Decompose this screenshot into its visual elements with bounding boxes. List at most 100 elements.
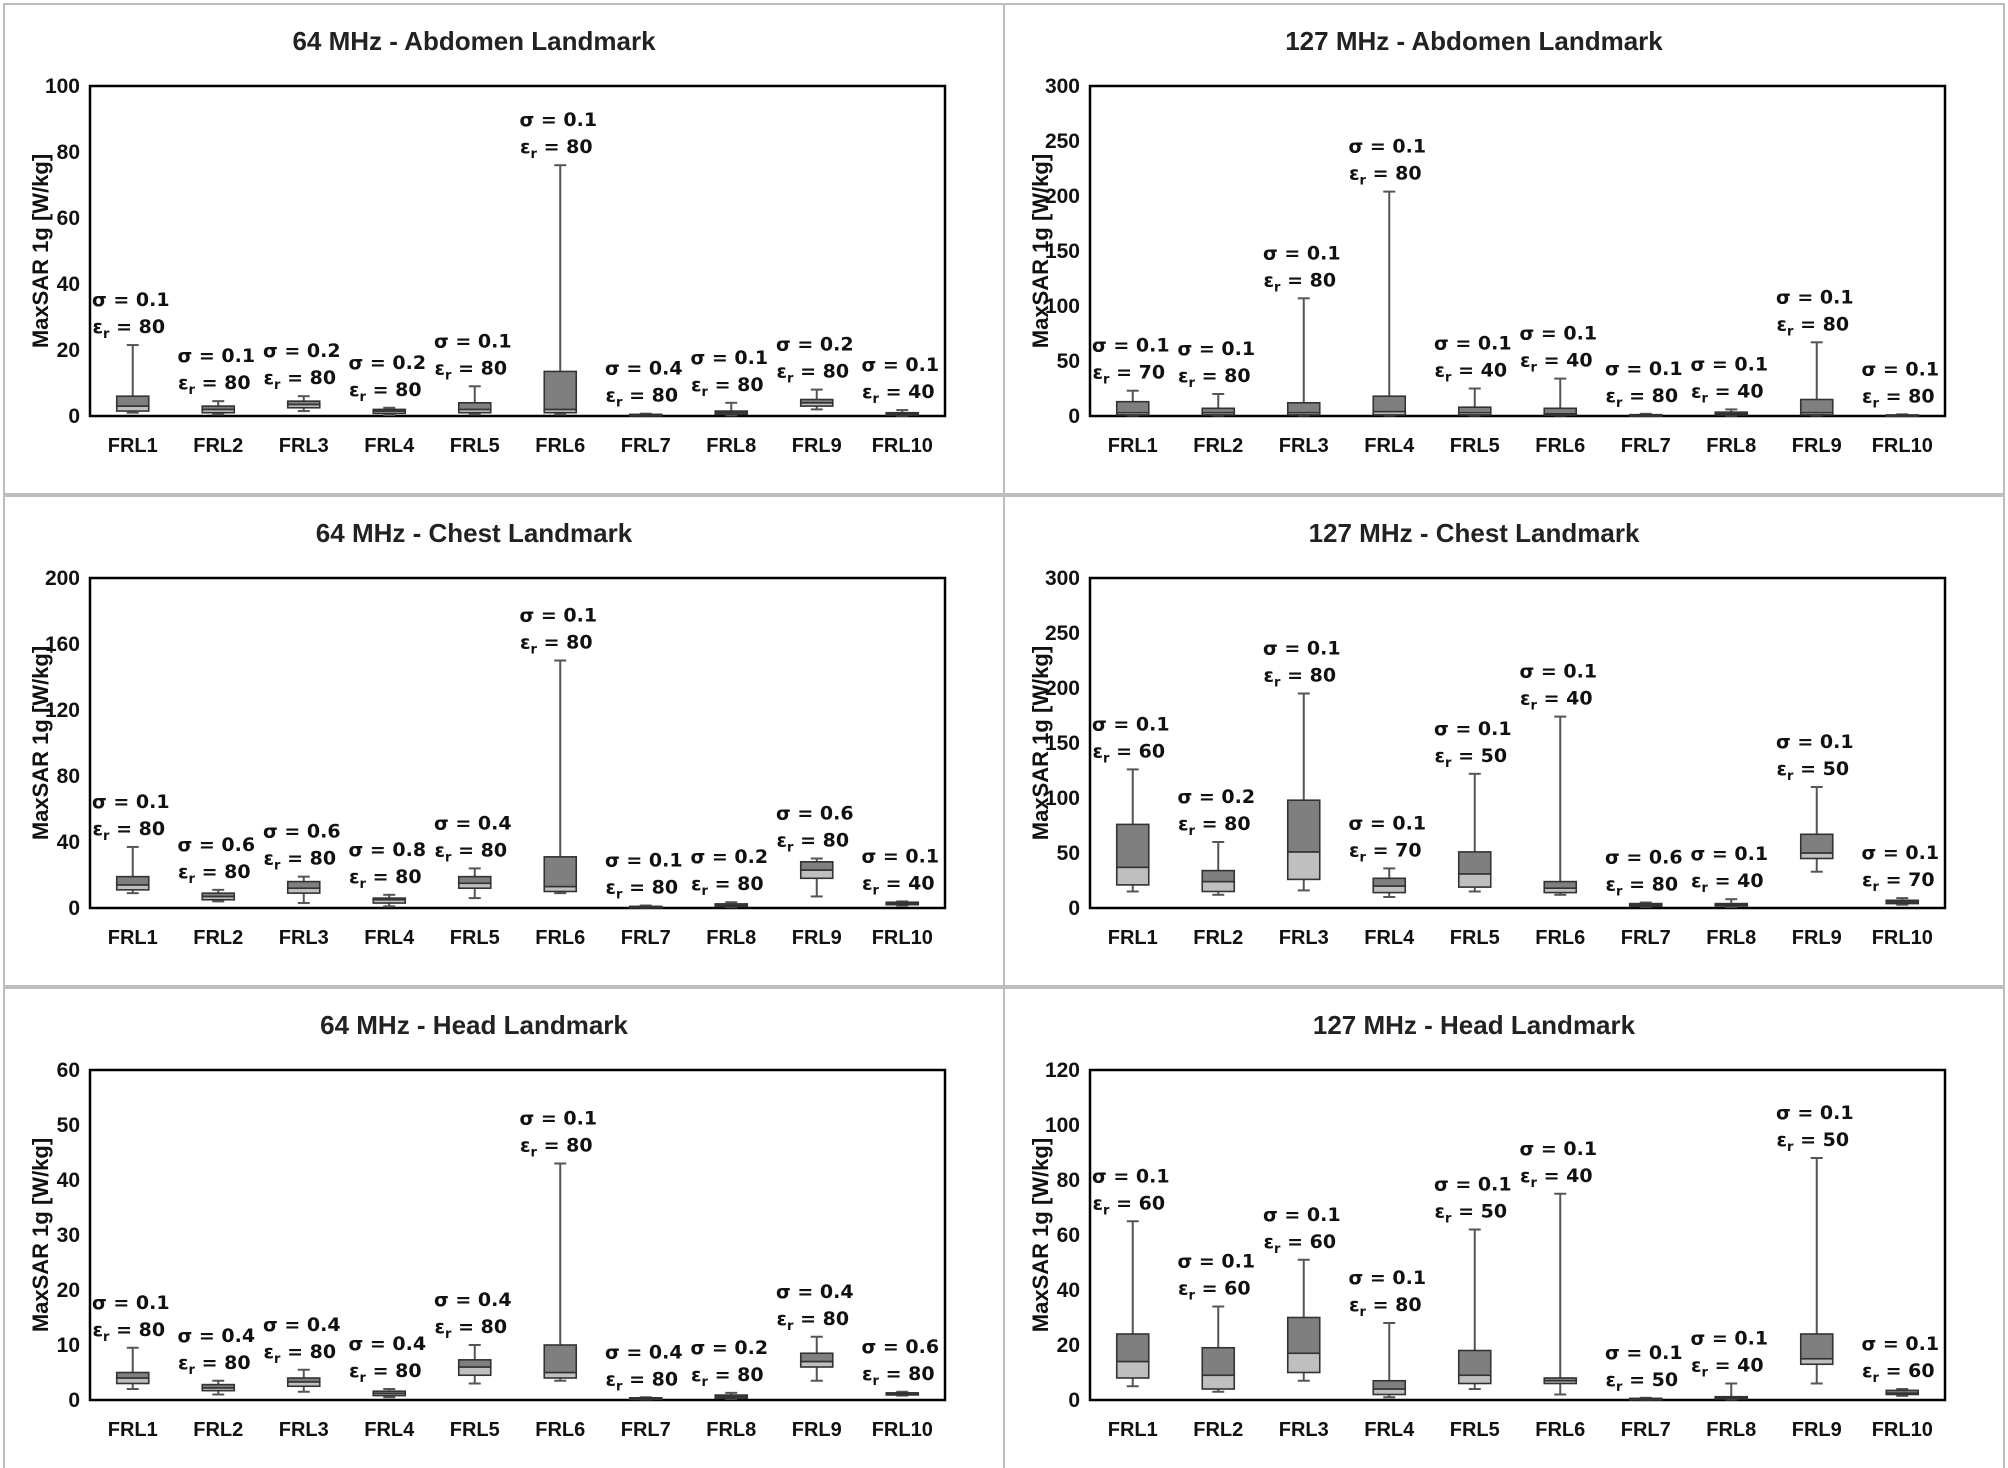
y-tick-label: 50 [1057,842,1080,865]
upper-box [799,1352,834,1363]
x-tick-label: FRL5 [1450,927,1500,949]
sigma-annotation: σ = 0.6 [776,803,854,825]
upper-box [543,1344,578,1374]
eps-annotation: εr = 60 [1263,1231,1336,1257]
lower-box [1286,851,1321,881]
y-tick-label: 50 [57,1114,80,1137]
y-tick-label: 20 [57,339,80,362]
eps-annotation: εr = 50 [1776,1129,1849,1155]
y-tick-label: 160 [45,633,80,656]
x-tick-label: FRL9 [792,1419,842,1441]
upper-box [1628,413,1663,417]
box-plot-frl2: εr = 80 σ = 0.6 [177,834,255,903]
x-tick-label: FRL1 [108,435,158,457]
y-tick-label: 0 [1068,1389,1080,1412]
chart-panel: 64 MHz - Abdomen Landmark MaxSAR 1g [W/kg… [3,3,1005,495]
eps-annotation: εr = 80 [1178,813,1251,839]
sigma-annotation: σ = 0.1 [861,845,939,867]
sigma-annotation: σ = 0.1 [1348,136,1426,158]
upper-box [372,897,407,901]
sigma-annotation: σ = 0.1 [1605,358,1683,380]
sigma-annotation: σ = 0.4 [605,1341,683,1363]
lower-box [457,1366,492,1377]
eps-annotation: εr = 80 [520,632,593,658]
box-plot-frl7: εr = 50 σ = 0.1 [1605,1342,1683,1401]
eps-annotation: εr = 80 [92,818,165,844]
box-plot-frl10: εr = 40 σ = 0.1 [861,845,939,907]
y-tick-label: 50 [1057,350,1080,373]
eps-annotation: εr = 40 [862,872,935,898]
y-tick-label: 300 [1045,567,1080,590]
upper-box [799,860,834,871]
eps-annotation: εr = 80 [1605,385,1678,411]
x-tick-label: FRL1 [1108,927,1158,949]
upper-box [372,1390,407,1395]
upper-box [1372,395,1407,413]
x-tick-label: FRL10 [872,1419,933,1441]
box-plot-frl8: εr = 80 σ = 0.1 [690,347,768,417]
x-tick-label: FRL5 [450,435,500,457]
x-tick-label: FRL2 [193,435,243,457]
x-tick-label: FRL2 [1193,435,1243,457]
x-tick-label: FRL9 [1792,435,1842,457]
box-plot-frl8: εr = 40 σ = 0.1 [1690,843,1768,908]
sigma-annotation: σ = 0.1 [1177,1251,1255,1273]
upper-box [1628,902,1663,907]
upper-box [1115,1333,1150,1363]
lower-box [799,869,834,880]
upper-box [1286,799,1321,853]
eps-annotation: εr = 80 [1349,163,1422,189]
x-tick-label: FRL5 [450,927,500,949]
box-plot-frl6: εr = 80 σ = 0.1 [519,109,597,416]
x-tick-label: FRL7 [621,435,671,457]
sigma-annotation: σ = 0.1 [1690,353,1768,375]
y-tick-label: 0 [68,405,80,428]
box-plot-frl7: εr = 80 σ = 0.1 [605,850,683,909]
box-plot-frl4: εr = 80 σ = 0.8 [348,839,426,908]
x-tick-label: FRL3 [1279,1419,1329,1441]
box-plot-frl6: εr = 80 σ = 0.1 [519,1108,597,1382]
sigma-annotation: σ = 0.1 [1434,333,1512,355]
chart-panel: 64 MHz - Head Landmark MaxSAR 1g [W/kg] 0 1… [3,987,1005,1468]
eps-annotation: εr = 80 [776,361,849,387]
sigma-annotation: σ = 0.1 [1605,1342,1683,1364]
box-plot-frl7: εr = 80 σ = 0.4 [605,1341,683,1401]
eps-annotation: εr = 50 [1776,758,1849,784]
sigma-annotation: σ = 0.1 [92,289,170,311]
sigma-annotation: σ = 0.4 [348,1333,426,1355]
box-plot-frl2: εr = 80 σ = 0.2 [1177,786,1255,896]
x-tick-label: FRL9 [792,927,842,949]
sigma-annotation: σ = 0.1 [1776,286,1854,308]
x-tick-label: FRL2 [193,927,243,949]
box-plot-frl3: εr = 80 σ = 0.6 [263,821,341,905]
y-tick-label: 80 [1057,1169,1080,1192]
y-axis-label: MaxSAR 1g [W/kg] [28,154,53,348]
box-plot-frl2: εr = 80 σ = 0.1 [177,345,255,416]
y-tick-label: 150 [1045,240,1080,263]
y-tick-label: 150 [1045,732,1080,755]
box-plot-frl6: εr = 80 σ = 0.1 [519,605,597,895]
box-plot-frl3: εr = 60 σ = 0.1 [1263,1204,1341,1382]
x-tick-label: FRL9 [792,435,842,457]
sigma-annotation: σ = 0.1 [1519,661,1597,683]
upper-box [885,411,920,415]
x-tick-label: FRL4 [1364,1419,1415,1441]
x-tick-label: FRL4 [364,435,415,457]
sigma-annotation: σ = 0.1 [1092,335,1170,357]
y-tick-label: 80 [57,765,80,788]
y-axis-label: MaxSAR 1g [W/kg] [1028,154,1053,348]
y-axis-label: MaxSAR 1g [W/kg] [1028,1138,1053,1332]
y-tick-label: 250 [1045,622,1080,645]
eps-annotation: εr = 80 [1178,365,1251,391]
upper-box [1372,877,1407,887]
y-tick-label: 10 [57,1334,80,1357]
box-plot-frl5: εr = 50 σ = 0.1 [1434,718,1512,893]
eps-annotation: εr = 80 [434,357,507,383]
x-tick-label: FRL5 [1450,1419,1500,1441]
upper-box [1201,407,1236,414]
sigma-annotation: σ = 0.1 [1434,1174,1512,1196]
x-tick-label: FRL3 [1279,435,1329,457]
eps-annotation: εr = 80 [178,372,251,398]
y-tick-label: 0 [1068,405,1080,428]
lower-box [1799,852,1834,860]
